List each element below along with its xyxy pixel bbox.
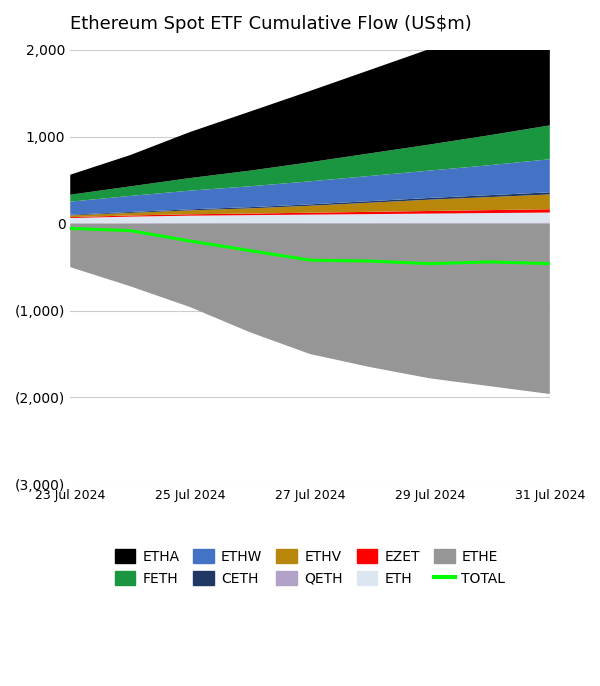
Text: Ethereum Spot ETF Cumulative Flow (US$m): Ethereum Spot ETF Cumulative Flow (US$m)	[70, 15, 472, 33]
Legend: ETHA, FETH, ETHW, CETH, ETHV, QETH, EZET, ETH, ETHE, TOTAL: ETHA, FETH, ETHW, CETH, ETHV, QETH, EZET…	[109, 543, 511, 591]
